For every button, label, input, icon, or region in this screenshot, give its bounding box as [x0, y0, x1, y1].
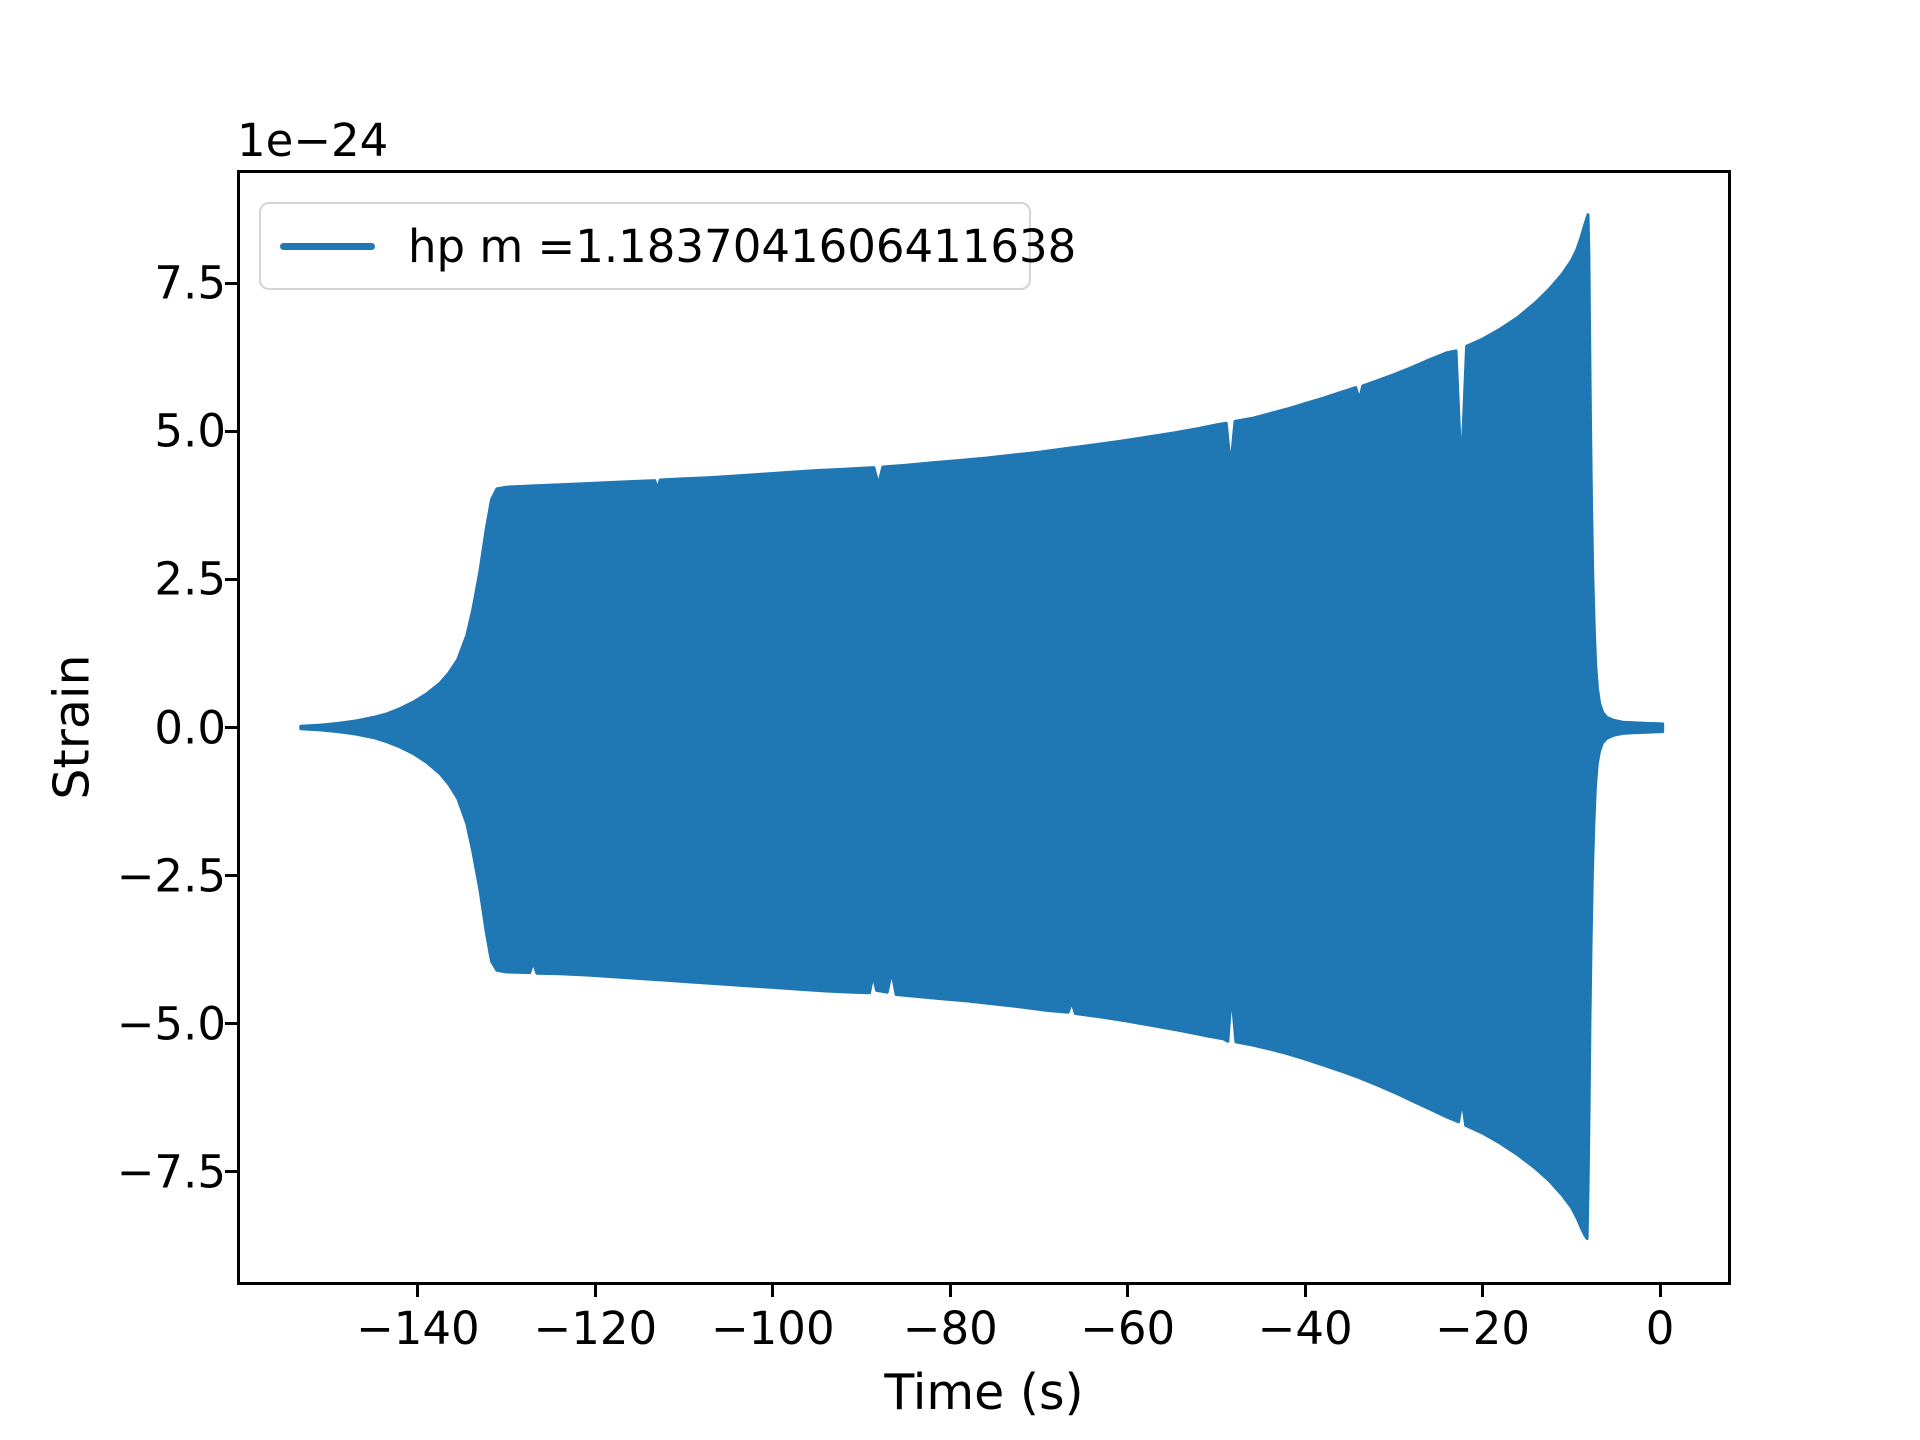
y-tick-label: −7.5 — [116, 1145, 226, 1199]
y-tick-label: 5.0 — [154, 404, 226, 458]
x-tick-label: −120 — [533, 1302, 658, 1355]
y-tick-label: −2.5 — [116, 849, 226, 903]
y-tick — [225, 429, 237, 433]
x-tick-label: −140 — [356, 1302, 480, 1355]
y-tick — [225, 281, 237, 285]
x-tick — [1303, 1285, 1307, 1297]
x-tick-label: 0 — [1645, 1302, 1675, 1355]
y-tick-label: 7.5 — [154, 256, 226, 310]
x-tick — [416, 1285, 420, 1297]
y-tick — [225, 874, 237, 878]
legend: hp m =1.1837041606411638 — [259, 202, 1076, 290]
y-tick-label: 2.5 — [154, 552, 226, 606]
y-tick-label: −5.0 — [116, 997, 226, 1051]
x-tick — [1481, 1285, 1485, 1297]
x-tick-label: −100 — [710, 1302, 835, 1355]
legend-line-sample — [280, 242, 375, 250]
strain-waveform — [299, 213, 1665, 1240]
x-tick — [1658, 1285, 1662, 1297]
x-tick-label: −40 — [1257, 1302, 1353, 1355]
x-tick — [771, 1285, 775, 1297]
x-tick — [593, 1285, 597, 1297]
y-tick-label: 0.0 — [154, 701, 226, 754]
y-tick — [225, 726, 237, 729]
y-tick — [225, 1022, 237, 1026]
x-tick-label: −20 — [1435, 1302, 1531, 1355]
waveform-plot — [299, 213, 1665, 1240]
y-axis-offset-text: 1e−24 — [237, 114, 389, 167]
x-tick-label: −60 — [1080, 1302, 1176, 1355]
x-axis-label: Time (s) — [884, 1364, 1084, 1421]
y-tick — [225, 577, 237, 581]
y-tick — [225, 1170, 237, 1174]
x-tick — [948, 1285, 952, 1297]
plot-area — [237, 170, 1731, 1285]
x-tick-label: −80 — [902, 1302, 998, 1355]
legend-label: hp m =1.1837041606411638 — [408, 219, 1077, 273]
x-tick — [1126, 1285, 1130, 1297]
